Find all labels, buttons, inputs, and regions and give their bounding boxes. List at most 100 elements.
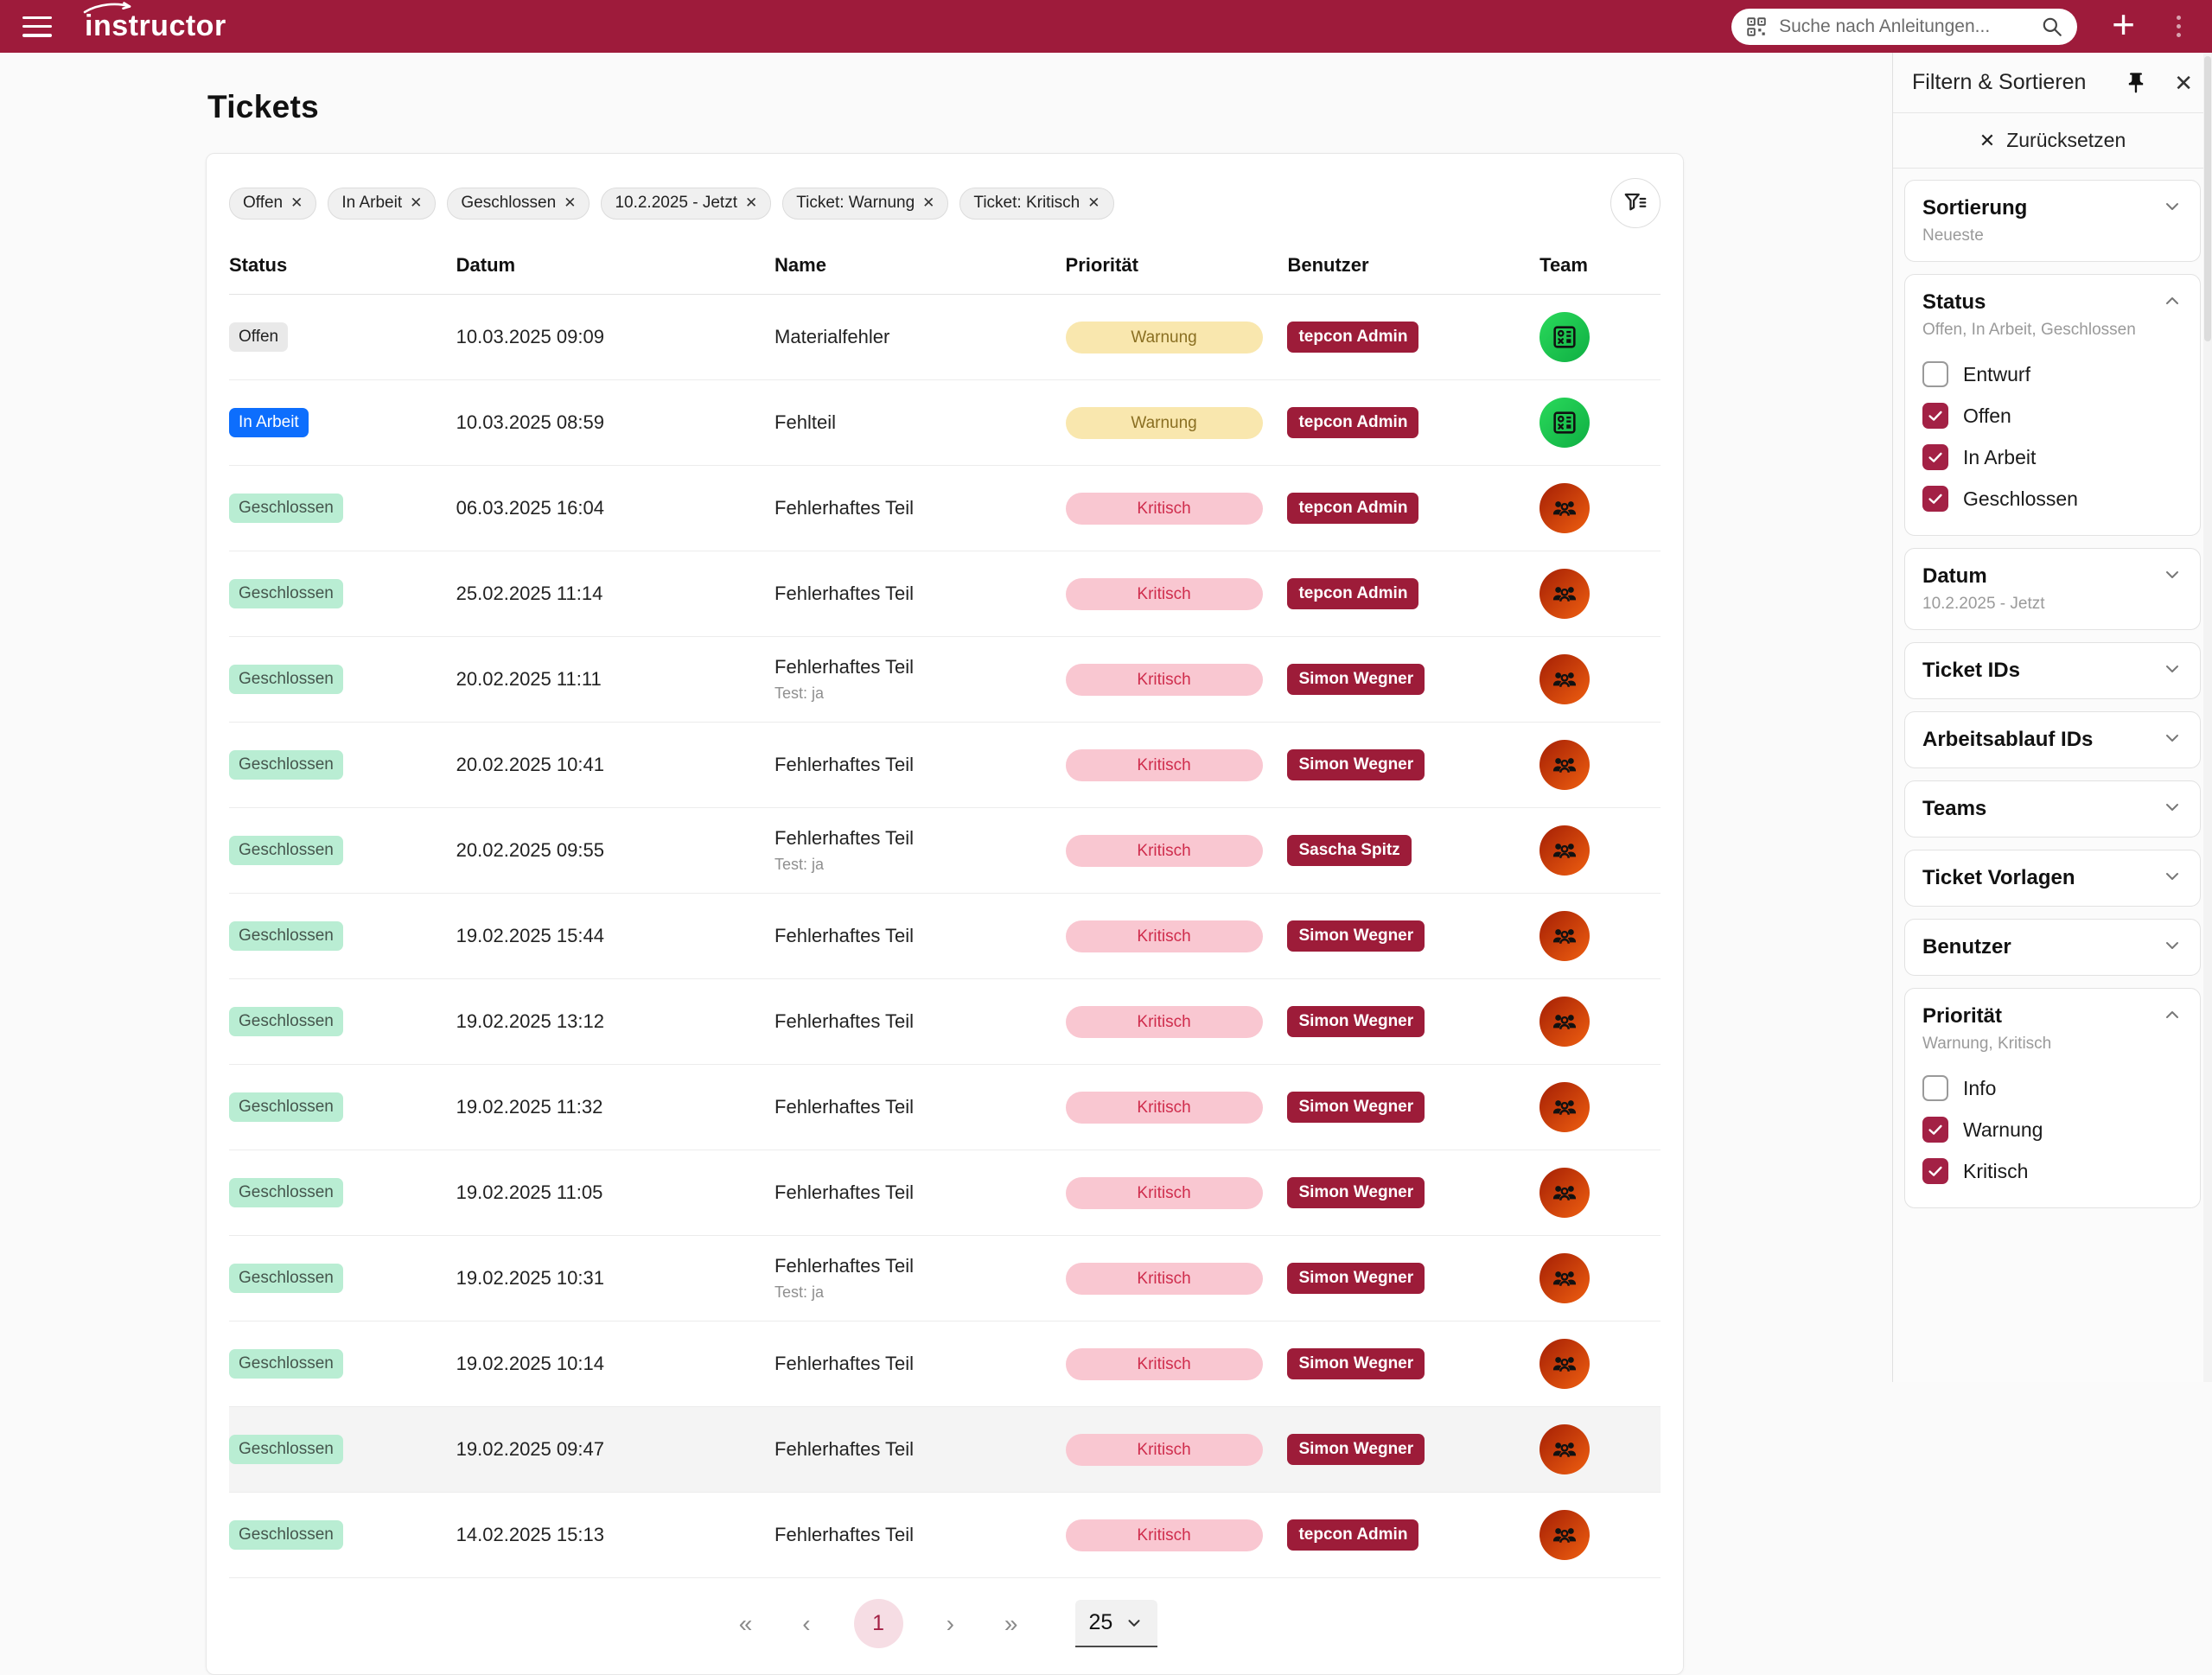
chevron-down-icon[interactable]: [2162, 797, 2183, 818]
chevron-down-icon[interactable]: [2162, 728, 2183, 748]
chevron-down-icon[interactable]: [2162, 196, 2183, 217]
filter-chip[interactable]: 10.2.2025 - Jetzt ✕: [601, 187, 772, 220]
checkbox[interactable]: [1922, 444, 1948, 470]
team-avatar[interactable]: [1539, 483, 1590, 533]
filter-option[interactable]: Warnung: [1922, 1109, 2183, 1150]
chevron-down-icon[interactable]: [2162, 659, 2183, 679]
section-datum-header[interactable]: Datum 10.2.2025 - Jetzt: [1922, 564, 2183, 614]
app-logo[interactable]: instructor: [83, 2, 226, 43]
section-ticket-ids-header[interactable]: Ticket IDs: [1922, 659, 2183, 683]
checkbox[interactable]: [1922, 1075, 1948, 1101]
filter-chip[interactable]: Ticket: Kritisch ✕: [959, 187, 1114, 220]
page-size-select[interactable]: 25: [1074, 1600, 1158, 1647]
team-avatar[interactable]: [1539, 654, 1590, 704]
table-row[interactable]: In Arbeit 10.03.2025 08:59 Fehlteil Warn…: [229, 379, 1661, 466]
search-input[interactable]: [1779, 16, 2030, 37]
section-teams-header[interactable]: Teams: [1922, 797, 2183, 821]
checkbox[interactable]: [1922, 1117, 1948, 1143]
section-sortierung-header[interactable]: Sortierung Neueste: [1922, 196, 2183, 245]
team-avatar[interactable]: [1539, 312, 1590, 362]
last-page-button[interactable]: »: [1004, 1609, 1018, 1637]
chevron-down-icon[interactable]: [2162, 866, 2183, 887]
table-row[interactable]: Geschlossen 20.02.2025 11:11 Fehlerhafte…: [229, 636, 1661, 723]
filter-option[interactable]: Offen: [1922, 395, 2183, 436]
filter-chip[interactable]: Ticket: Warnung ✕: [782, 187, 949, 220]
filter-chip[interactable]: In Arbeit ✕: [328, 187, 437, 220]
table-row[interactable]: Geschlossen 06.03.2025 16:04 Fehlerhafte…: [229, 465, 1661, 551]
table-row[interactable]: Offen 10.03.2025 09:09 Materialfehler Wa…: [229, 294, 1661, 380]
header-datum[interactable]: Datum: [456, 240, 775, 295]
checkbox[interactable]: [1922, 486, 1948, 512]
search-bar[interactable]: [1731, 8, 2078, 45]
chip-close-icon[interactable]: ✕: [922, 194, 935, 211]
add-button[interactable]: +: [2112, 1, 2135, 47]
prev-page-button[interactable]: ‹: [802, 1609, 811, 1637]
chevron-up-icon[interactable]: [2162, 290, 2183, 311]
team-avatar[interactable]: [1539, 1082, 1590, 1132]
sidebar-scrollbar[interactable]: [2203, 53, 2212, 1382]
section-ticket-vorlagen-header[interactable]: Ticket Vorlagen: [1922, 866, 2183, 890]
chip-close-icon[interactable]: ✕: [290, 194, 303, 211]
current-page-button[interactable]: 1: [853, 1599, 903, 1648]
table-row[interactable]: Geschlossen 20.02.2025 09:55 Fehlerhafte…: [229, 807, 1661, 894]
first-page-button[interactable]: «: [738, 1609, 753, 1637]
section-arbeitsablauf-ids-header[interactable]: Arbeitsablauf IDs: [1922, 728, 2183, 752]
filter-settings-button[interactable]: [1610, 178, 1661, 228]
section-status-header[interactable]: Status Offen, In Arbeit, Geschlossen: [1922, 290, 2183, 340]
chip-close-icon[interactable]: ✕: [564, 194, 577, 211]
filter-option[interactable]: Entwurf: [1922, 353, 2183, 395]
team-avatar[interactable]: [1539, 997, 1590, 1047]
pin-icon[interactable]: [2124, 71, 2148, 95]
table-row[interactable]: Geschlossen 19.02.2025 10:14 Fehlerhafte…: [229, 1321, 1661, 1407]
menu-icon[interactable]: [22, 16, 52, 37]
overflow-menu-icon[interactable]: [2168, 12, 2190, 41]
checkbox[interactable]: [1922, 361, 1948, 387]
table-row[interactable]: Geschlossen 19.02.2025 10:31 Fehlerhafte…: [229, 1235, 1661, 1322]
table-row[interactable]: Geschlossen 19.02.2025 13:12 Fehlerhafte…: [229, 978, 1661, 1065]
team-avatar[interactable]: [1539, 911, 1590, 961]
filter-option[interactable]: Geschlossen: [1922, 478, 2183, 519]
table-row[interactable]: Geschlossen 19.02.2025 09:47 Fehlerhafte…: [229, 1406, 1661, 1493]
filter-option[interactable]: In Arbeit: [1922, 436, 2183, 478]
table-row[interactable]: Geschlossen 20.02.2025 10:41 Fehlerhafte…: [229, 722, 1661, 808]
chip-close-icon[interactable]: ✕: [1087, 194, 1100, 211]
filter-chip[interactable]: Offen ✕: [229, 187, 317, 220]
chip-close-icon[interactable]: ✕: [410, 194, 423, 211]
table-row[interactable]: Geschlossen 14.02.2025 15:13 Fehlerhafte…: [229, 1492, 1661, 1578]
checkbox[interactable]: [1922, 403, 1948, 429]
section-prioritaet-header[interactable]: Priorität Warnung, Kritisch: [1922, 1004, 2183, 1054]
filter-option[interactable]: Kritisch: [1922, 1150, 2183, 1192]
chevron-up-icon[interactable]: [2162, 1004, 2183, 1025]
table-row[interactable]: Geschlossen 19.02.2025 11:32 Fehlerhafte…: [229, 1064, 1661, 1150]
ticket-name: Fehlerhaftes Teil: [775, 1255, 915, 1277]
chip-close-icon[interactable]: ✕: [745, 194, 758, 211]
next-page-button[interactable]: ›: [946, 1609, 954, 1637]
team-avatar[interactable]: [1539, 569, 1590, 619]
filter-option[interactable]: Info: [1922, 1067, 2183, 1109]
team-avatar[interactable]: [1539, 1424, 1590, 1474]
team-avatar[interactable]: [1539, 1253, 1590, 1303]
filter-chip[interactable]: Geschlossen ✕: [447, 187, 590, 220]
header-prioritaet[interactable]: Priorität: [1065, 240, 1288, 295]
team-avatar[interactable]: [1539, 825, 1590, 876]
team-avatar[interactable]: [1539, 1510, 1590, 1560]
table-row[interactable]: Geschlossen 25.02.2025 11:14 Fehlerhafte…: [229, 551, 1661, 637]
table-row[interactable]: Geschlossen 19.02.2025 11:05 Fehlerhafte…: [229, 1150, 1661, 1236]
chevron-down-icon[interactable]: [2162, 935, 2183, 956]
chevron-down-icon[interactable]: [2162, 564, 2183, 585]
header-name[interactable]: Name: [775, 240, 1066, 295]
team-avatar[interactable]: [1539, 398, 1590, 448]
header-team[interactable]: Team: [1539, 240, 1661, 295]
section-benutzer-header[interactable]: Benutzer: [1922, 935, 2183, 959]
team-avatar[interactable]: [1539, 1168, 1590, 1218]
team-avatar[interactable]: [1539, 1339, 1590, 1389]
header-benutzer[interactable]: Benutzer: [1287, 240, 1540, 295]
search-icon[interactable]: [2041, 16, 2063, 38]
team-avatar[interactable]: [1539, 740, 1590, 790]
checkbox[interactable]: [1922, 1158, 1948, 1184]
reset-filters-button[interactable]: ✕ Zurücksetzen: [1893, 113, 2212, 169]
qr-scan-icon[interactable]: [1745, 16, 1768, 38]
header-status[interactable]: Status: [229, 240, 456, 295]
close-icon[interactable]: ✕: [2174, 69, 2193, 96]
table-row[interactable]: Geschlossen 19.02.2025 15:44 Fehlerhafte…: [229, 893, 1661, 979]
